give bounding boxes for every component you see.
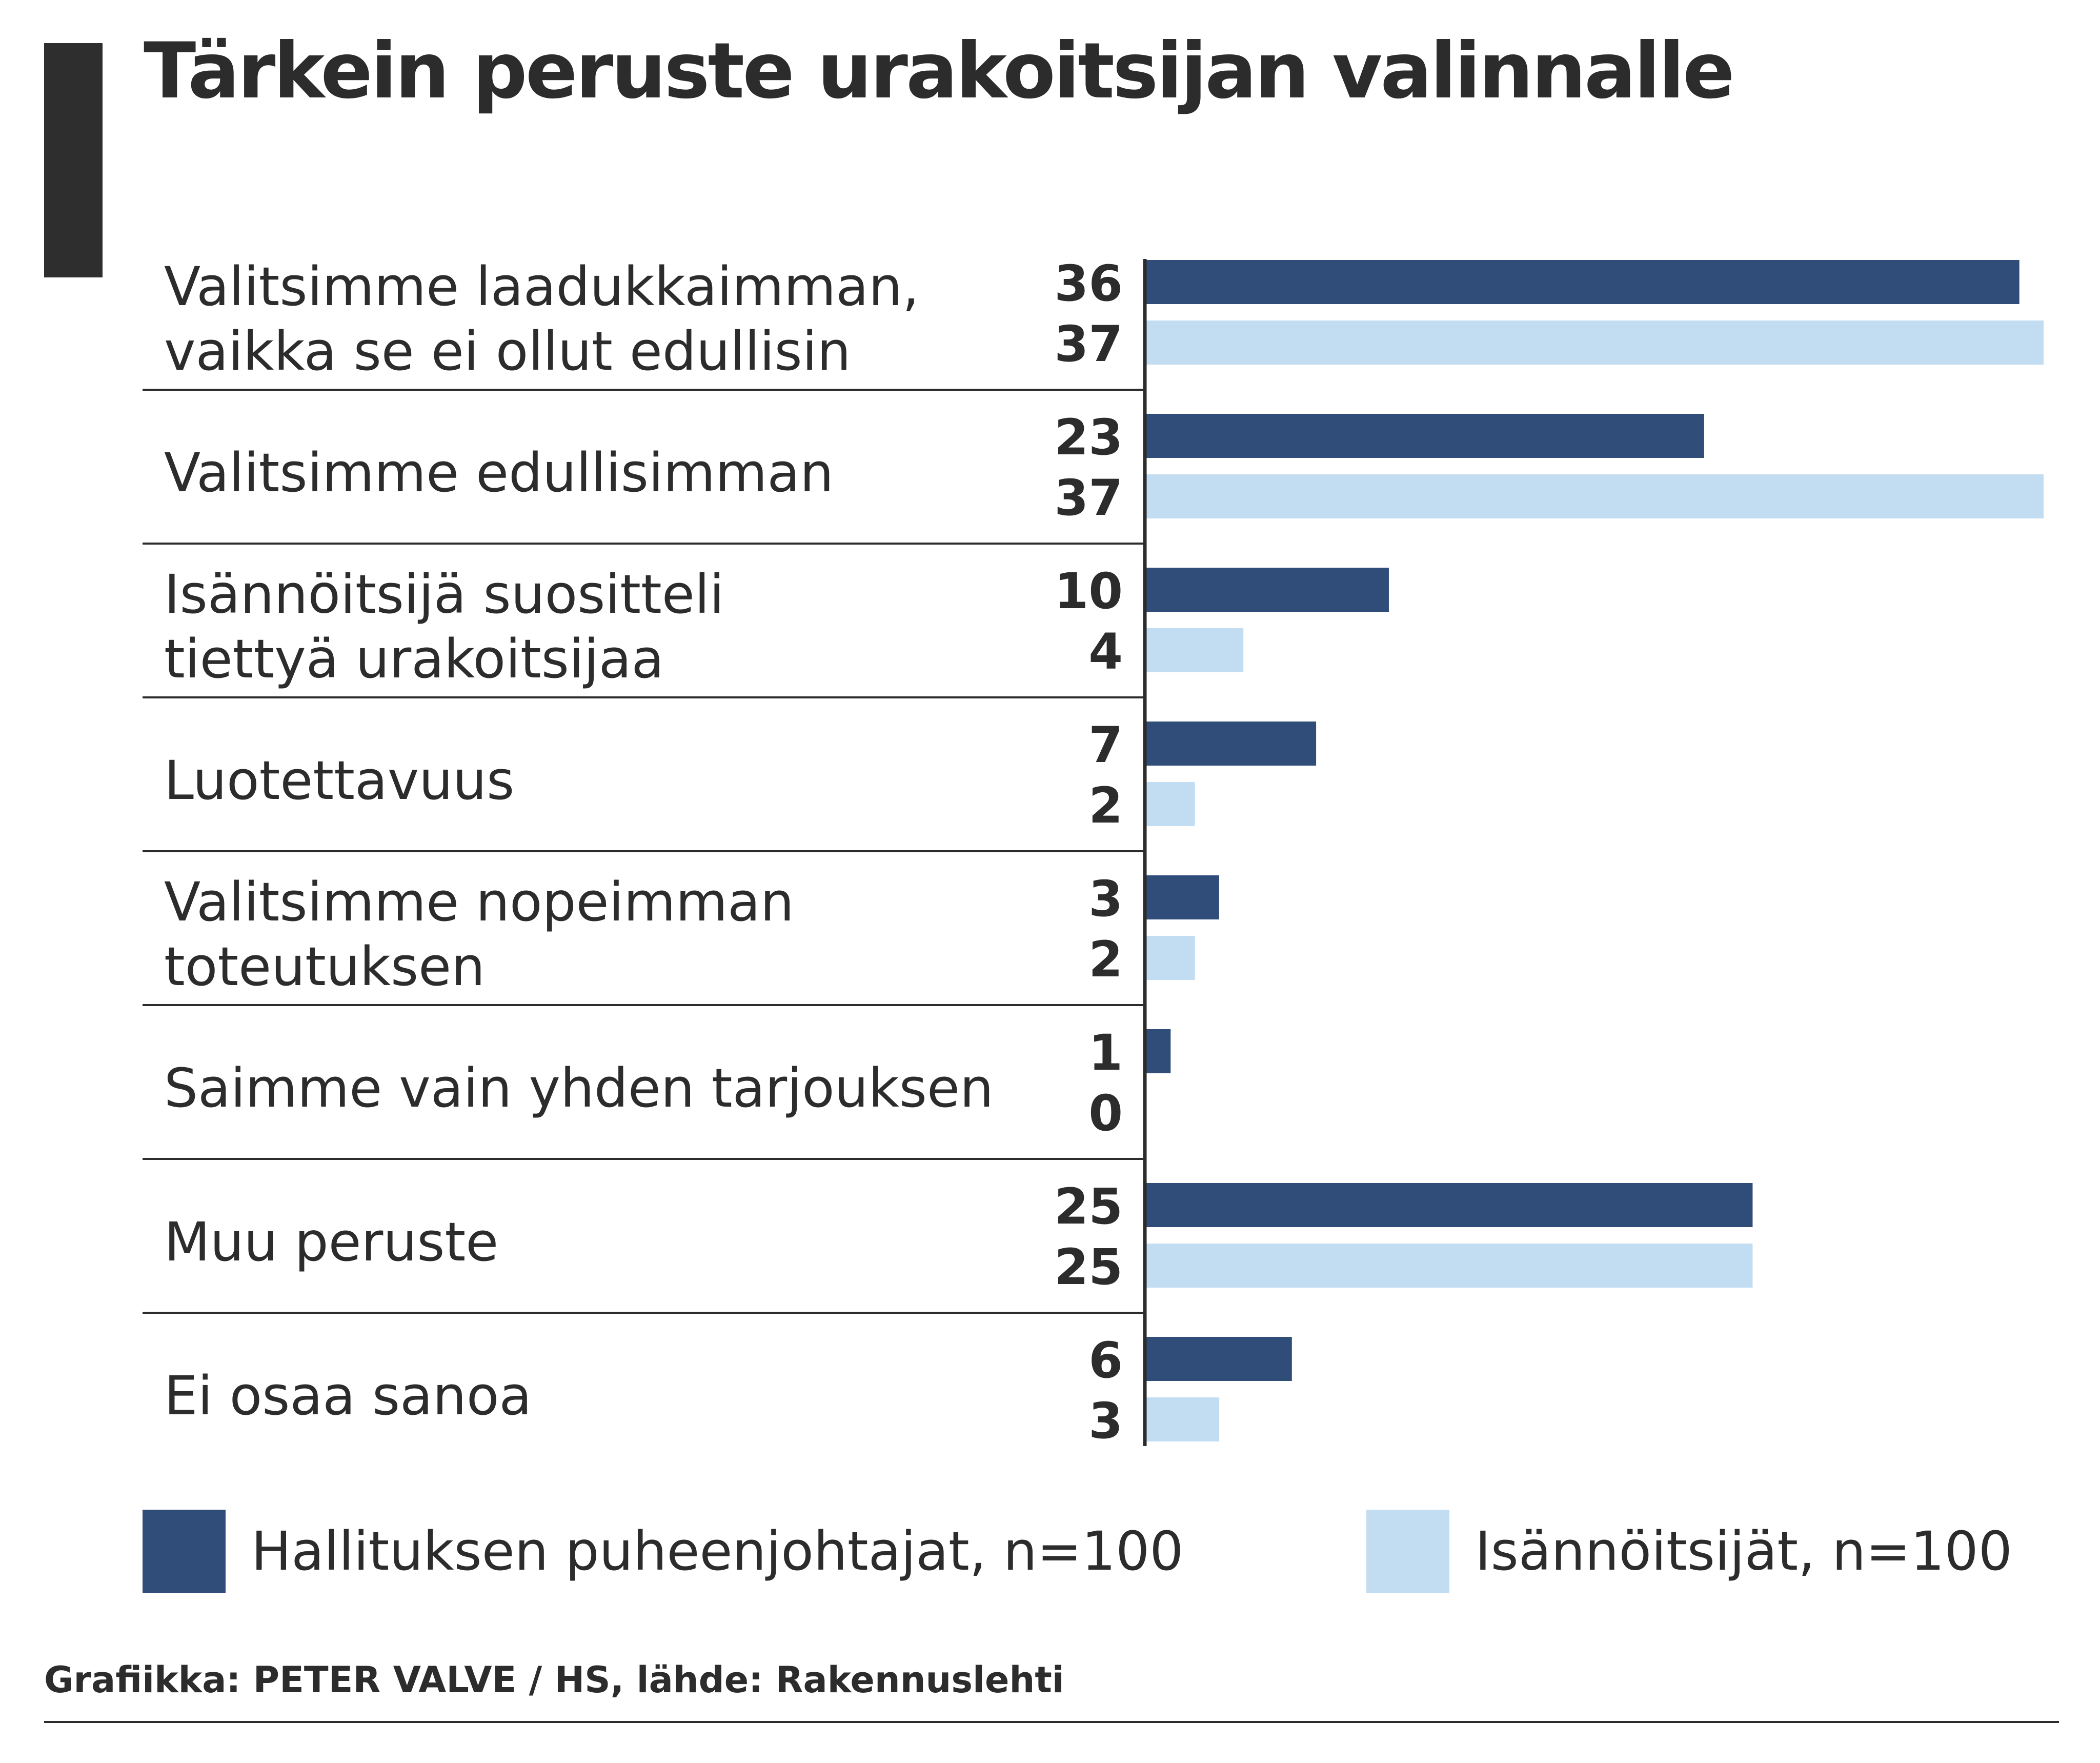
- bar-5-series-2: [1146, 936, 1195, 980]
- legend-swatch-series-2: [1366, 1510, 1449, 1593]
- category-label-2: Valitsimme edullisimman: [164, 442, 834, 504]
- value-label-8-series-1: 6: [1088, 1332, 1123, 1389]
- footer-divider: [44, 1721, 2059, 1723]
- bar-1-series-2: [1146, 320, 2044, 365]
- legend-label-series-2: Isännöitsijät, n=100: [1475, 1520, 2012, 1582]
- title-accent-bar: [44, 43, 103, 277]
- legend-swatch-series-1: [143, 1510, 226, 1593]
- legend-item-series-2: Isännöitsijät, n=100: [1366, 1508, 2012, 1595]
- category-label-6: Saimme vain yhden tarjouksen: [164, 1057, 994, 1119]
- bar-2-series-1: [1146, 414, 1704, 458]
- category-label-7: Muu peruste: [164, 1211, 498, 1273]
- category-label-3-line-1: Isännöitsijä suositteli: [164, 563, 724, 626]
- value-label-5-series-2: 2: [1088, 931, 1123, 988]
- value-label-4-series-2: 2: [1088, 777, 1123, 834]
- bar-8-series-1: [1146, 1337, 1292, 1381]
- bar-3-series-1: [1146, 568, 1389, 612]
- source-credit: Grafiikka: PETER VALVE / HS, lähde: Rake…: [44, 1659, 1064, 1701]
- bar-2-series-2: [1146, 474, 2044, 518]
- category-label-4: Luotettavuus: [164, 749, 514, 812]
- category-label-5-line-1: Valitsimme nopeimman: [164, 871, 794, 933]
- category-label-1-line-2: vaikka se ei ollut edullisin: [164, 320, 851, 383]
- value-label-2-series-2: 37: [1054, 469, 1123, 527]
- bar-4-series-2: [1146, 782, 1195, 826]
- value-label-6-series-1: 1: [1088, 1024, 1123, 1081]
- bar-5-series-1: [1146, 875, 1219, 919]
- bar-3-series-2: [1146, 628, 1244, 672]
- value-label-4-series-1: 7: [1088, 716, 1123, 774]
- category-label-8: Ei osaa sanoa: [164, 1365, 532, 1427]
- value-label-7-series-2: 25: [1054, 1238, 1123, 1296]
- category-label-1-line-1: Valitsimme laadukkaimman,: [164, 255, 919, 318]
- value-label-8-series-2: 3: [1088, 1392, 1123, 1450]
- bar-6-series-1: [1146, 1029, 1171, 1073]
- value-label-6-series-2: 0: [1088, 1085, 1123, 1142]
- bar-7-series-1: [1146, 1183, 1753, 1227]
- value-label-1-series-1: 36: [1054, 255, 1123, 312]
- value-label-1-series-2: 37: [1054, 315, 1123, 373]
- bar-7-series-2: [1146, 1244, 1753, 1288]
- bar-1-series-1: [1146, 260, 2020, 304]
- bar-4-series-1: [1146, 722, 1317, 766]
- chart-title: Tärkein peruste urakoitsijan valinnalle: [144, 27, 1735, 116]
- legend-label-series-1: Hallituksen puheenjohtajat, n=100: [251, 1520, 1184, 1582]
- value-label-5-series-1: 3: [1088, 870, 1123, 928]
- category-label-5-line-2: toteutuksen: [164, 935, 485, 998]
- value-label-2-series-1: 23: [1054, 409, 1123, 466]
- category-label-3-line-2: tiettyä urakoitsijaa: [164, 628, 664, 690]
- value-label-3-series-1: 10: [1054, 563, 1123, 620]
- value-label-7-series-1: 25: [1054, 1178, 1123, 1235]
- legend-item-series-1: Hallituksen puheenjohtajat, n=100: [143, 1508, 1183, 1595]
- bar-8-series-2: [1146, 1397, 1219, 1441]
- value-label-3-series-2: 4: [1088, 623, 1123, 680]
